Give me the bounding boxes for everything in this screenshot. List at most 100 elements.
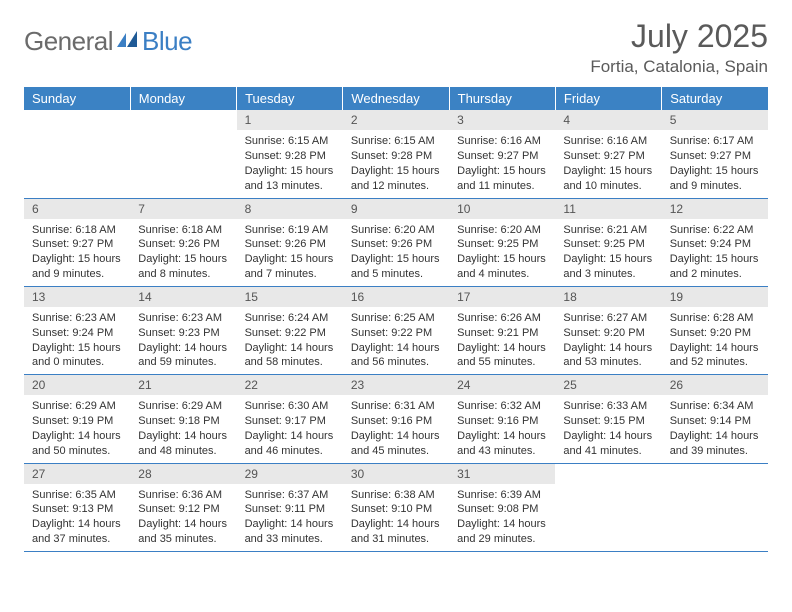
day-number: 30 [343, 464, 449, 484]
calendar-row: 27Sunrise: 6:35 AMSunset: 9:13 PMDayligh… [24, 463, 768, 551]
logo-text-blue: Blue [142, 26, 192, 57]
calendar-row: 1Sunrise: 6:15 AMSunset: 9:28 PMDaylight… [24, 110, 768, 198]
calendar-cell: 24Sunrise: 6:32 AMSunset: 9:16 PMDayligh… [449, 375, 555, 463]
calendar-cell [555, 463, 661, 551]
calendar-cell: 11Sunrise: 6:21 AMSunset: 9:25 PMDayligh… [555, 198, 661, 286]
brand-logo: General Blue [24, 18, 192, 57]
calendar-cell: 28Sunrise: 6:36 AMSunset: 9:12 PMDayligh… [130, 463, 236, 551]
day-number: 25 [555, 375, 661, 395]
day-number: 16 [343, 287, 449, 307]
calendar-cell: 25Sunrise: 6:33 AMSunset: 9:15 PMDayligh… [555, 375, 661, 463]
day-number: 20 [24, 375, 130, 395]
flag-icon [117, 29, 139, 54]
calendar-cell: 8Sunrise: 6:19 AMSunset: 9:26 PMDaylight… [237, 198, 343, 286]
title-month: July 2025 [590, 18, 768, 55]
day-number: 4 [555, 110, 661, 130]
calendar-row: 13Sunrise: 6:23 AMSunset: 9:24 PMDayligh… [24, 286, 768, 374]
day-details: Sunrise: 6:36 AMSunset: 9:12 PMDaylight:… [130, 484, 236, 551]
day-number: 14 [130, 287, 236, 307]
calendar-cell: 7Sunrise: 6:18 AMSunset: 9:26 PMDaylight… [130, 198, 236, 286]
day-details: Sunrise: 6:29 AMSunset: 9:19 PMDaylight:… [24, 395, 130, 462]
day-number: 3 [449, 110, 555, 130]
calendar-cell: 5Sunrise: 6:17 AMSunset: 9:27 PMDaylight… [662, 110, 768, 198]
day-number: 24 [449, 375, 555, 395]
calendar-cell: 9Sunrise: 6:20 AMSunset: 9:26 PMDaylight… [343, 198, 449, 286]
day-number: 6 [24, 199, 130, 219]
day-details: Sunrise: 6:38 AMSunset: 9:10 PMDaylight:… [343, 484, 449, 551]
day-number: 1 [237, 110, 343, 130]
title-location: Fortia, Catalonia, Spain [590, 57, 768, 77]
day-details: Sunrise: 6:24 AMSunset: 9:22 PMDaylight:… [237, 307, 343, 374]
calendar-row: 6Sunrise: 6:18 AMSunset: 9:27 PMDaylight… [24, 198, 768, 286]
calendar-cell: 2Sunrise: 6:15 AMSunset: 9:28 PMDaylight… [343, 110, 449, 198]
day-number: 13 [24, 287, 130, 307]
day-details: Sunrise: 6:20 AMSunset: 9:25 PMDaylight:… [449, 219, 555, 286]
calendar-cell: 30Sunrise: 6:38 AMSunset: 9:10 PMDayligh… [343, 463, 449, 551]
day-details: Sunrise: 6:32 AMSunset: 9:16 PMDaylight:… [449, 395, 555, 462]
day-details: Sunrise: 6:31 AMSunset: 9:16 PMDaylight:… [343, 395, 449, 462]
calendar-cell: 6Sunrise: 6:18 AMSunset: 9:27 PMDaylight… [24, 198, 130, 286]
day-details: Sunrise: 6:37 AMSunset: 9:11 PMDaylight:… [237, 484, 343, 551]
calendar-cell: 16Sunrise: 6:25 AMSunset: 9:22 PMDayligh… [343, 286, 449, 374]
calendar-cell: 18Sunrise: 6:27 AMSunset: 9:20 PMDayligh… [555, 286, 661, 374]
calendar-table: Sunday Monday Tuesday Wednesday Thursday… [24, 87, 768, 552]
day-details: Sunrise: 6:39 AMSunset: 9:08 PMDaylight:… [449, 484, 555, 551]
day-details: Sunrise: 6:35 AMSunset: 9:13 PMDaylight:… [24, 484, 130, 551]
calendar-cell: 3Sunrise: 6:16 AMSunset: 9:27 PMDaylight… [449, 110, 555, 198]
day-details: Sunrise: 6:23 AMSunset: 9:24 PMDaylight:… [24, 307, 130, 374]
day-number: 10 [449, 199, 555, 219]
day-details: Sunrise: 6:17 AMSunset: 9:27 PMDaylight:… [662, 130, 768, 197]
day-number: 2 [343, 110, 449, 130]
calendar-cell: 22Sunrise: 6:30 AMSunset: 9:17 PMDayligh… [237, 375, 343, 463]
day-details: Sunrise: 6:34 AMSunset: 9:14 PMDaylight:… [662, 395, 768, 462]
day-details: Sunrise: 6:22 AMSunset: 9:24 PMDaylight:… [662, 219, 768, 286]
calendar-cell: 12Sunrise: 6:22 AMSunset: 9:24 PMDayligh… [662, 198, 768, 286]
day-number: 17 [449, 287, 555, 307]
day-details: Sunrise: 6:27 AMSunset: 9:20 PMDaylight:… [555, 307, 661, 374]
calendar-cell: 20Sunrise: 6:29 AMSunset: 9:19 PMDayligh… [24, 375, 130, 463]
day-number: 8 [237, 199, 343, 219]
day-number: 5 [662, 110, 768, 130]
day-details: Sunrise: 6:33 AMSunset: 9:15 PMDaylight:… [555, 395, 661, 462]
logo-text-general: General [24, 26, 113, 57]
day-details: Sunrise: 6:15 AMSunset: 9:28 PMDaylight:… [237, 130, 343, 197]
day-number: 12 [662, 199, 768, 219]
day-details: Sunrise: 6:25 AMSunset: 9:22 PMDaylight:… [343, 307, 449, 374]
calendar-cell: 19Sunrise: 6:28 AMSunset: 9:20 PMDayligh… [662, 286, 768, 374]
calendar-cell: 17Sunrise: 6:26 AMSunset: 9:21 PMDayligh… [449, 286, 555, 374]
calendar-cell: 31Sunrise: 6:39 AMSunset: 9:08 PMDayligh… [449, 463, 555, 551]
day-number: 27 [24, 464, 130, 484]
calendar-cell [662, 463, 768, 551]
day-number: 11 [555, 199, 661, 219]
day-details: Sunrise: 6:18 AMSunset: 9:26 PMDaylight:… [130, 219, 236, 286]
calendar-cell: 15Sunrise: 6:24 AMSunset: 9:22 PMDayligh… [237, 286, 343, 374]
weekday-header: Wednesday [343, 87, 449, 110]
weekday-header: Friday [555, 87, 661, 110]
day-details: Sunrise: 6:21 AMSunset: 9:25 PMDaylight:… [555, 219, 661, 286]
calendar-cell: 14Sunrise: 6:23 AMSunset: 9:23 PMDayligh… [130, 286, 236, 374]
calendar-cell: 1Sunrise: 6:15 AMSunset: 9:28 PMDaylight… [237, 110, 343, 198]
day-number: 23 [343, 375, 449, 395]
day-details: Sunrise: 6:26 AMSunset: 9:21 PMDaylight:… [449, 307, 555, 374]
title-block: July 2025 Fortia, Catalonia, Spain [590, 18, 768, 77]
day-details: Sunrise: 6:23 AMSunset: 9:23 PMDaylight:… [130, 307, 236, 374]
day-details: Sunrise: 6:16 AMSunset: 9:27 PMDaylight:… [449, 130, 555, 197]
calendar-cell: 4Sunrise: 6:16 AMSunset: 9:27 PMDaylight… [555, 110, 661, 198]
day-number: 21 [130, 375, 236, 395]
day-details: Sunrise: 6:30 AMSunset: 9:17 PMDaylight:… [237, 395, 343, 462]
day-details: Sunrise: 6:18 AMSunset: 9:27 PMDaylight:… [24, 219, 130, 286]
page-header: General Blue July 2025 Fortia, Catalonia… [24, 18, 768, 77]
weekday-header: Thursday [449, 87, 555, 110]
day-details: Sunrise: 6:16 AMSunset: 9:27 PMDaylight:… [555, 130, 661, 197]
calendar-cell: 26Sunrise: 6:34 AMSunset: 9:14 PMDayligh… [662, 375, 768, 463]
day-details: Sunrise: 6:28 AMSunset: 9:20 PMDaylight:… [662, 307, 768, 374]
calendar-row: 20Sunrise: 6:29 AMSunset: 9:19 PMDayligh… [24, 375, 768, 463]
weekday-header-row: Sunday Monday Tuesday Wednesday Thursday… [24, 87, 768, 110]
day-number: 26 [662, 375, 768, 395]
weekday-header: Tuesday [237, 87, 343, 110]
day-number: 22 [237, 375, 343, 395]
weekday-header: Sunday [24, 87, 130, 110]
day-number: 18 [555, 287, 661, 307]
day-number: 29 [237, 464, 343, 484]
day-number: 28 [130, 464, 236, 484]
